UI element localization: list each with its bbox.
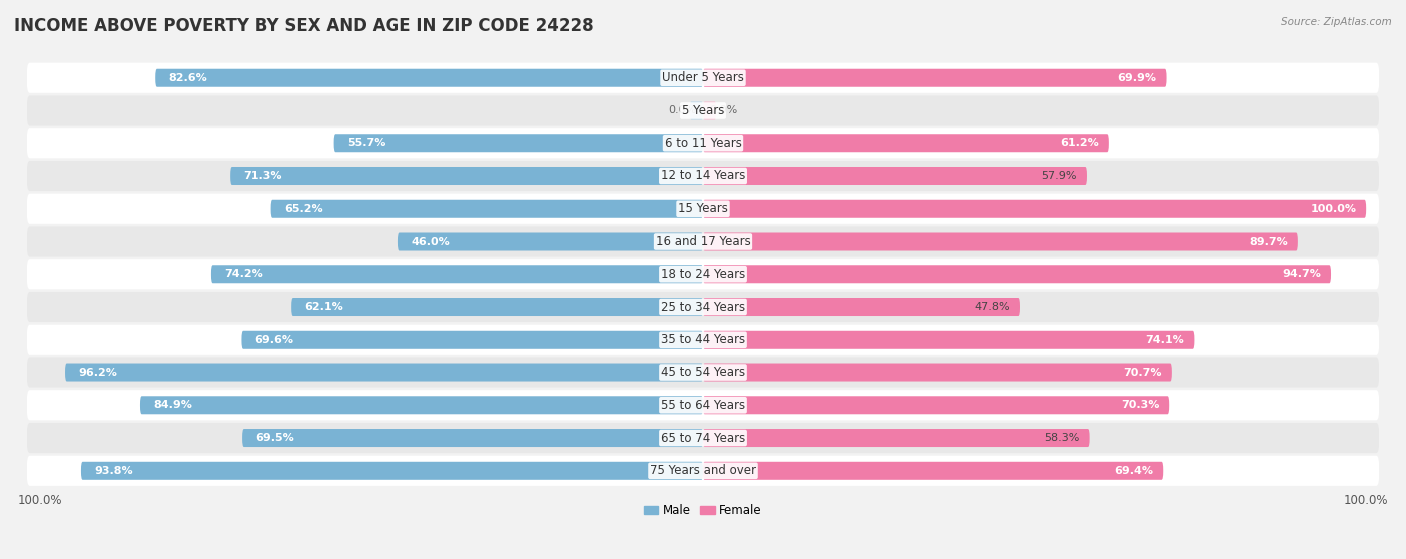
FancyBboxPatch shape xyxy=(27,63,1379,93)
FancyBboxPatch shape xyxy=(155,69,703,87)
Text: 69.9%: 69.9% xyxy=(1118,73,1157,83)
Text: 12 to 14 Years: 12 to 14 Years xyxy=(661,169,745,182)
FancyBboxPatch shape xyxy=(703,298,1019,316)
Text: 45 to 54 Years: 45 to 54 Years xyxy=(661,366,745,379)
FancyBboxPatch shape xyxy=(703,396,1170,414)
Text: 18 to 24 Years: 18 to 24 Years xyxy=(661,268,745,281)
FancyBboxPatch shape xyxy=(703,200,1367,218)
FancyBboxPatch shape xyxy=(690,102,703,120)
Text: 65.2%: 65.2% xyxy=(284,203,322,214)
Text: 55.7%: 55.7% xyxy=(347,138,385,148)
Text: 74.2%: 74.2% xyxy=(224,269,263,280)
Text: 82.6%: 82.6% xyxy=(169,73,207,83)
FancyBboxPatch shape xyxy=(141,396,703,414)
Text: 75 Years and over: 75 Years and over xyxy=(650,465,756,477)
Text: Source: ZipAtlas.com: Source: ZipAtlas.com xyxy=(1281,17,1392,27)
FancyBboxPatch shape xyxy=(27,128,1379,158)
FancyBboxPatch shape xyxy=(27,325,1379,355)
FancyBboxPatch shape xyxy=(703,134,1109,152)
FancyBboxPatch shape xyxy=(703,363,1171,382)
FancyBboxPatch shape xyxy=(27,390,1379,420)
FancyBboxPatch shape xyxy=(27,96,1379,126)
FancyBboxPatch shape xyxy=(82,462,703,480)
Text: 74.1%: 74.1% xyxy=(1146,335,1184,345)
Text: 57.9%: 57.9% xyxy=(1042,171,1077,181)
Text: 70.7%: 70.7% xyxy=(1123,367,1161,377)
FancyBboxPatch shape xyxy=(703,102,716,120)
FancyBboxPatch shape xyxy=(231,167,703,185)
Text: 69.6%: 69.6% xyxy=(254,335,294,345)
Text: 15 Years: 15 Years xyxy=(678,202,728,215)
Text: 70.3%: 70.3% xyxy=(1121,400,1160,410)
FancyBboxPatch shape xyxy=(27,259,1379,290)
FancyBboxPatch shape xyxy=(291,298,703,316)
FancyBboxPatch shape xyxy=(703,429,1090,447)
FancyBboxPatch shape xyxy=(27,292,1379,322)
Text: 6 to 11 Years: 6 to 11 Years xyxy=(665,137,741,150)
FancyBboxPatch shape xyxy=(703,69,1167,87)
Text: 35 to 44 Years: 35 to 44 Years xyxy=(661,333,745,346)
Text: 0.0%: 0.0% xyxy=(710,106,738,116)
Text: 69.5%: 69.5% xyxy=(256,433,294,443)
FancyBboxPatch shape xyxy=(703,266,1331,283)
Text: 84.9%: 84.9% xyxy=(153,400,193,410)
Text: 58.3%: 58.3% xyxy=(1045,433,1080,443)
FancyBboxPatch shape xyxy=(398,233,703,250)
FancyBboxPatch shape xyxy=(270,200,703,218)
Text: 0.0%: 0.0% xyxy=(668,106,696,116)
FancyBboxPatch shape xyxy=(27,357,1379,387)
Text: Under 5 Years: Under 5 Years xyxy=(662,71,744,84)
FancyBboxPatch shape xyxy=(65,363,703,382)
Text: 61.2%: 61.2% xyxy=(1060,138,1099,148)
FancyBboxPatch shape xyxy=(703,167,1087,185)
Legend: Male, Female: Male, Female xyxy=(640,499,766,522)
Text: INCOME ABOVE POVERTY BY SEX AND AGE IN ZIP CODE 24228: INCOME ABOVE POVERTY BY SEX AND AGE IN Z… xyxy=(14,17,593,35)
FancyBboxPatch shape xyxy=(242,429,703,447)
FancyBboxPatch shape xyxy=(27,161,1379,191)
FancyBboxPatch shape xyxy=(27,423,1379,453)
Text: 89.7%: 89.7% xyxy=(1249,236,1288,247)
Text: 69.4%: 69.4% xyxy=(1115,466,1153,476)
FancyBboxPatch shape xyxy=(27,193,1379,224)
Text: 47.8%: 47.8% xyxy=(974,302,1010,312)
Text: 16 and 17 Years: 16 and 17 Years xyxy=(655,235,751,248)
Text: 62.1%: 62.1% xyxy=(305,302,343,312)
FancyBboxPatch shape xyxy=(703,233,1298,250)
Text: 93.8%: 93.8% xyxy=(94,466,132,476)
FancyBboxPatch shape xyxy=(333,134,703,152)
Text: 100.0%: 100.0% xyxy=(1310,203,1357,214)
Text: 55 to 64 Years: 55 to 64 Years xyxy=(661,399,745,412)
FancyBboxPatch shape xyxy=(703,331,1195,349)
FancyBboxPatch shape xyxy=(703,462,1163,480)
FancyBboxPatch shape xyxy=(242,331,703,349)
Text: 65 to 74 Years: 65 to 74 Years xyxy=(661,432,745,444)
Text: 94.7%: 94.7% xyxy=(1282,269,1322,280)
FancyBboxPatch shape xyxy=(27,456,1379,486)
FancyBboxPatch shape xyxy=(211,266,703,283)
FancyBboxPatch shape xyxy=(27,226,1379,257)
Text: 5 Years: 5 Years xyxy=(682,104,724,117)
Text: 46.0%: 46.0% xyxy=(411,236,450,247)
Text: 25 to 34 Years: 25 to 34 Years xyxy=(661,301,745,314)
Text: 71.3%: 71.3% xyxy=(243,171,283,181)
Text: 96.2%: 96.2% xyxy=(79,367,117,377)
